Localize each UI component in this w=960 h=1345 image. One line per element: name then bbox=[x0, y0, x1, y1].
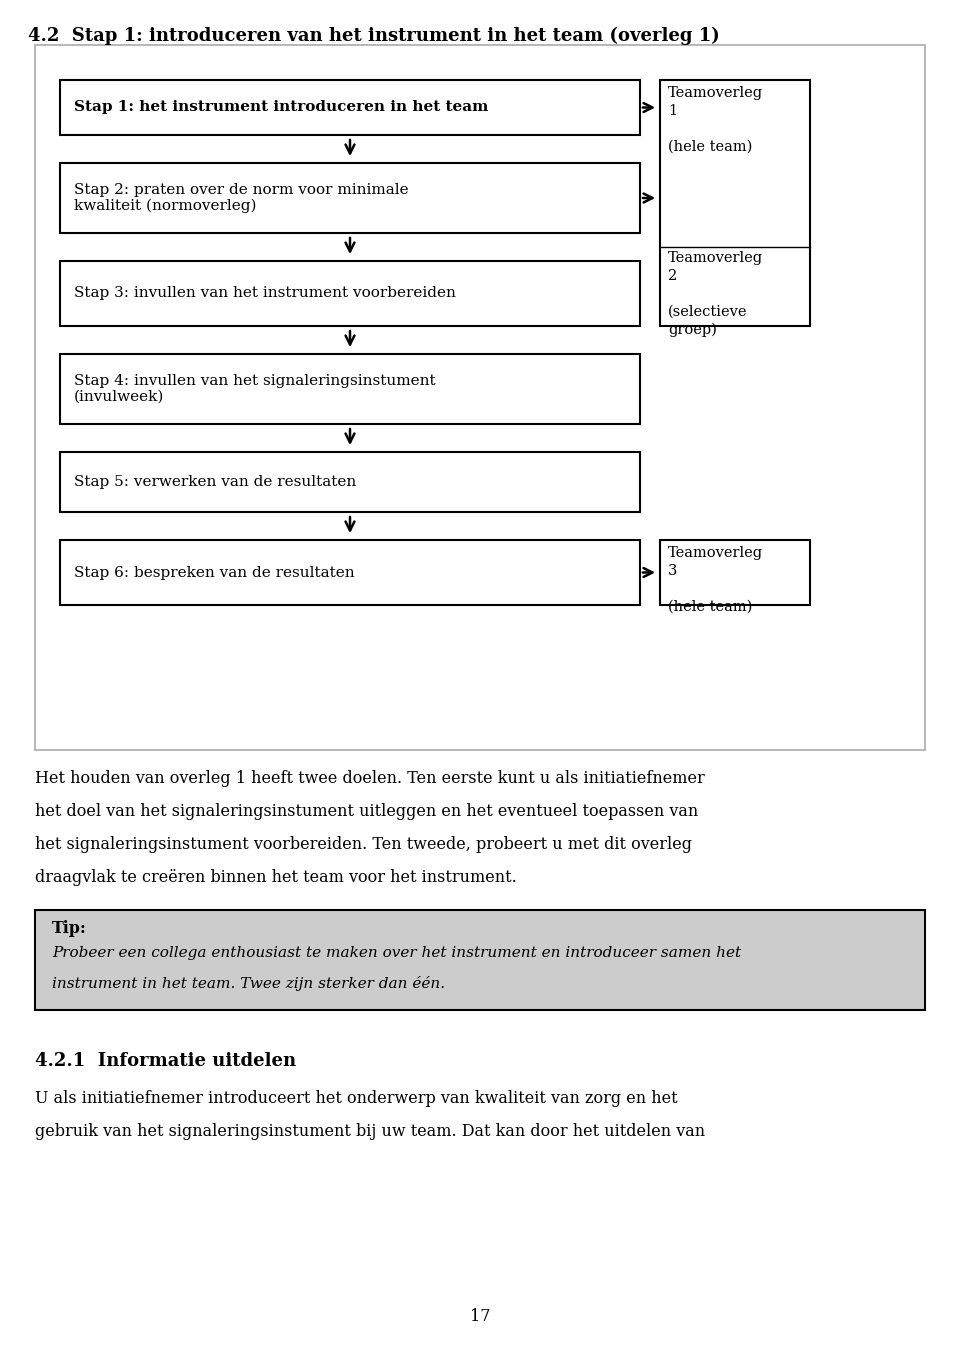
Text: (hele team): (hele team) bbox=[668, 140, 753, 153]
Bar bbox=[60, 163, 640, 233]
Text: Teamoverleg: Teamoverleg bbox=[668, 86, 763, 100]
Text: gebruik van het signaleringsinstument bij uw team. Dat kan door het uitdelen van: gebruik van het signaleringsinstument bi… bbox=[35, 1123, 706, 1141]
Bar bbox=[35, 911, 925, 1010]
Bar bbox=[60, 79, 640, 134]
Text: Stap 2: praten over de norm voor minimale
kwaliteit (normoverleg): Stap 2: praten over de norm voor minimal… bbox=[74, 183, 409, 214]
Text: Stap 5: verwerken van de resultaten: Stap 5: verwerken van de resultaten bbox=[74, 475, 356, 490]
Text: het doel van het signaleringsinstument uitleggen en het eventueel toepassen van: het doel van het signaleringsinstument u… bbox=[35, 803, 698, 820]
Text: Probeer een collega enthousiast te maken over het instrument en introduceer same: Probeer een collega enthousiast te maken… bbox=[52, 946, 741, 960]
Text: 1: 1 bbox=[668, 104, 677, 118]
Text: U als initiatiefnemer introduceert het onderwerp van kwaliteit van zorg en het: U als initiatiefnemer introduceert het o… bbox=[35, 1089, 678, 1107]
Bar bbox=[660, 79, 810, 325]
Bar bbox=[60, 452, 640, 512]
Text: Stap 4: invullen van het signaleringsinstument
(invulweek): Stap 4: invullen van het signaleringsins… bbox=[74, 374, 436, 404]
Bar bbox=[35, 44, 925, 751]
Bar bbox=[60, 354, 640, 424]
Bar bbox=[60, 261, 640, 325]
Text: (hele team): (hele team) bbox=[668, 600, 753, 615]
Text: Stap 3: invullen van het instrument voorbereiden: Stap 3: invullen van het instrument voor… bbox=[74, 286, 456, 300]
Text: Teamoverleg: Teamoverleg bbox=[668, 546, 763, 560]
Text: het signaleringsinstument voorbereiden. Ten tweede, probeert u met dit overleg: het signaleringsinstument voorbereiden. … bbox=[35, 837, 692, 853]
Text: 2: 2 bbox=[668, 269, 677, 282]
Text: Stap 6: bespreken van de resultaten: Stap 6: bespreken van de resultaten bbox=[74, 565, 354, 580]
Text: (selectieve: (selectieve bbox=[668, 305, 748, 319]
Text: 4.2.1  Informatie uitdelen: 4.2.1 Informatie uitdelen bbox=[35, 1052, 296, 1071]
Text: 3: 3 bbox=[668, 564, 678, 578]
Text: 4.2  Stap 1: introduceren van het instrument in het team (overleg 1): 4.2 Stap 1: introduceren van het instrum… bbox=[28, 27, 720, 46]
Text: instrument in het team. Twee zijn sterker dan één.: instrument in het team. Twee zijn sterke… bbox=[52, 976, 445, 991]
Text: groep): groep) bbox=[668, 323, 717, 338]
Text: draagvlak te creëren binnen het team voor het instrument.: draagvlak te creëren binnen het team voo… bbox=[35, 869, 516, 886]
Text: Tip:: Tip: bbox=[52, 920, 86, 937]
Bar bbox=[660, 539, 810, 605]
Text: Het houden van overleg 1 heeft twee doelen. Ten eerste kunt u als initiatiefneme: Het houden van overleg 1 heeft twee doel… bbox=[35, 769, 705, 787]
Text: Stap 1: het instrument introduceren in het team: Stap 1: het instrument introduceren in h… bbox=[74, 101, 489, 114]
Bar bbox=[60, 539, 640, 605]
Text: 17: 17 bbox=[469, 1307, 491, 1325]
Text: Teamoverleg: Teamoverleg bbox=[668, 252, 763, 265]
